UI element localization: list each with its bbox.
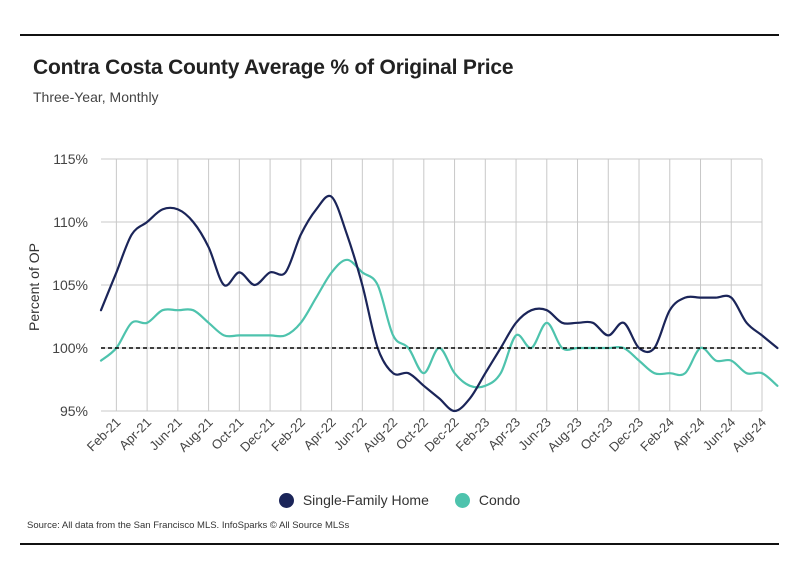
top-rule — [20, 34, 779, 36]
x-tick-label: Dec-23 — [606, 415, 646, 455]
y-tick-label: 110% — [53, 214, 88, 230]
y-tick-label: 100% — [52, 340, 88, 356]
legend-dot-condo — [454, 492, 470, 508]
y-tick-label: 115% — [53, 151, 88, 167]
chart-legend: Single-Family Home Condo — [0, 492, 799, 508]
x-tick-label: Dec-22 — [421, 415, 461, 455]
legend-dot-single-family — [278, 492, 294, 508]
series-line-condo — [99, 258, 779, 389]
y-axis-ticks: 95% 100% 105% 110% 115% — [52, 151, 88, 419]
y-tick-label: 105% — [52, 277, 88, 293]
series-line-single-family — [99, 194, 779, 413]
x-tick-label: Apr-23 — [485, 415, 523, 453]
series-lines — [99, 194, 779, 413]
x-tick-label: Feb-21 — [84, 415, 124, 455]
x-tick-label: Feb-23 — [453, 415, 493, 455]
legend-item-condo: Condo — [454, 492, 521, 508]
source-note: Source: All data from the San Francisco … — [27, 520, 350, 531]
legend-item-single-family: Single-Family Home — [278, 492, 429, 508]
x-tick-label: Aug-21 — [175, 415, 215, 455]
y-axis-label: Percent of OP — [26, 243, 42, 331]
x-tick-label: Aug-23 — [544, 415, 584, 455]
chart-title: Contra Costa County Average % of Origina… — [33, 56, 514, 79]
x-tick-label: Feb-24 — [637, 415, 677, 455]
legend-label-single-family: Single-Family Home — [302, 492, 429, 508]
x-tick-label: Apr-21 — [116, 415, 154, 453]
x-tick-label: Aug-24 — [729, 415, 769, 455]
x-tick-label: Feb-22 — [268, 415, 308, 455]
legend-label-condo: Condo — [478, 492, 521, 508]
x-tick-label: Apr-22 — [300, 415, 338, 453]
chart-subtitle: Three-Year, Monthly — [33, 89, 159, 105]
bottom-rule — [20, 543, 779, 545]
x-axis-ticks: Feb-21Apr-21Jun-21Aug-21Oct-21Dec-21Feb-… — [84, 415, 769, 455]
x-tick-label: Apr-24 — [669, 415, 707, 453]
x-tick-label: Aug-22 — [360, 415, 400, 455]
y-tick-label: 95% — [60, 403, 88, 419]
x-tick-label: Dec-21 — [237, 415, 277, 455]
